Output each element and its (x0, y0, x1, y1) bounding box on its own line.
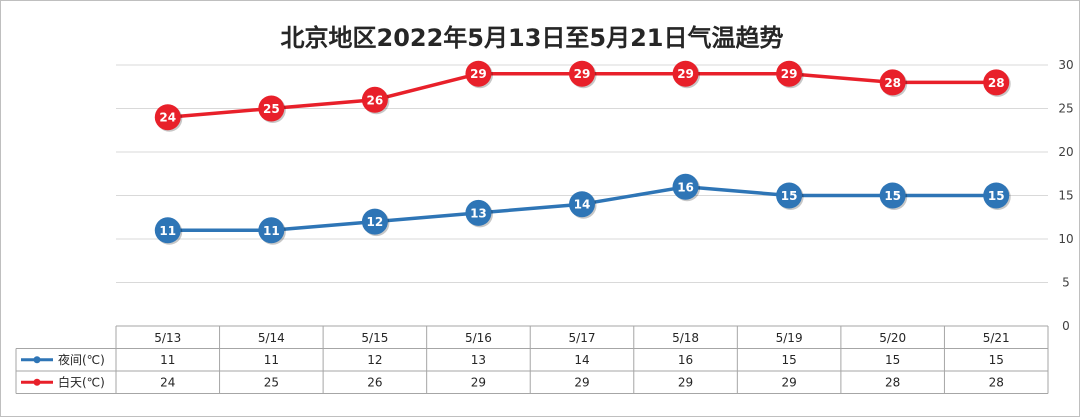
table-cell-value: 28 (989, 375, 1004, 389)
y-axis-ticks: 0 5 10 15 20 25 30 (1058, 58, 1073, 333)
data-label: 25 (263, 102, 280, 116)
legend-marker-key (33, 378, 41, 386)
data-label: 24 (159, 111, 176, 125)
table-cell-value: 15 (885, 353, 900, 367)
data-point (879, 182, 906, 209)
data-label: 28 (988, 76, 1005, 90)
x-tick-label: 5/20 (879, 331, 906, 345)
data-label: 26 (367, 93, 384, 107)
data-label: 28 (884, 76, 901, 90)
data-point (776, 182, 803, 209)
data-point (672, 60, 699, 87)
data-point (569, 60, 595, 87)
table-cell-value: 13 (471, 353, 486, 367)
data-point (569, 191, 595, 218)
legend-label: 白天(℃) (58, 374, 105, 389)
data-label: 15 (988, 189, 1005, 203)
data-point (258, 217, 285, 244)
table-cell-value: 29 (781, 375, 796, 389)
data-point (879, 69, 906, 96)
data-label: 15 (781, 189, 798, 203)
y-tick-label: 15 (1058, 189, 1073, 203)
data-point (465, 60, 492, 87)
table-cell-value: 25 (264, 375, 279, 389)
table-cell-value: 11 (264, 353, 279, 367)
legend-marker-key (33, 356, 41, 364)
x-tick-label: 5/18 (672, 331, 699, 345)
series-lines: 11 11 12 13 14 16 15 15 15 24 25 26 29 29 29 29 28 28 (154, 60, 1011, 245)
data-label: 12 (367, 215, 384, 229)
data-label: 14 (574, 198, 591, 212)
data-point (776, 60, 803, 87)
y-tick-label: 20 (1058, 145, 1073, 159)
table-cell-value: 15 (989, 353, 1004, 367)
x-tick-label: 5/19 (776, 331, 803, 345)
data-point (154, 104, 181, 131)
table-cell-value: 12 (367, 353, 382, 367)
data-label: 13 (470, 206, 487, 220)
legend-label: 夜间(℃) (58, 352, 105, 367)
data-point (361, 86, 388, 113)
data-label: 11 (263, 224, 280, 238)
data-label: 15 (884, 189, 901, 203)
gridlines (116, 64, 1048, 283)
table-cell-value: 24 (160, 375, 175, 389)
data-point (154, 217, 181, 244)
data-point (361, 208, 388, 235)
x-tick-label: 5/13 (154, 331, 181, 345)
table-cell-value: 26 (367, 375, 382, 389)
y-tick-label: 25 (1058, 102, 1073, 116)
y-tick-label: 5 (1062, 276, 1070, 290)
data-label: 29 (470, 67, 487, 81)
y-tick-label: 0 (1062, 319, 1070, 333)
x-tick-label: 5/17 (569, 331, 596, 345)
y-tick-label: 10 (1058, 232, 1073, 246)
data-point (465, 199, 492, 226)
x-tick-label: 5/14 (258, 331, 285, 345)
data-point (983, 182, 1010, 209)
x-tick-label: 5/15 (361, 331, 388, 345)
data-label: 29 (574, 67, 591, 81)
x-tick-label: 5/21 (983, 331, 1010, 345)
data-label: 29 (781, 67, 798, 81)
data-label: 16 (677, 180, 694, 194)
table-cell-value: 29 (574, 375, 589, 389)
data-label: 11 (159, 224, 176, 238)
y-tick-label: 30 (1058, 58, 1073, 72)
table-cell-value: 29 (471, 375, 486, 389)
table-cell-value: 14 (574, 353, 589, 367)
chart-title: 北京地区2022年5月13日至5月21日气温趋势 (281, 24, 784, 52)
data-label: 29 (677, 67, 694, 81)
data-point (672, 173, 699, 200)
table-cell-value: 28 (885, 375, 900, 389)
table-cell-value: 15 (781, 353, 796, 367)
table-cell-value: 16 (678, 353, 693, 367)
table-cell-value: 11 (160, 353, 175, 367)
data-table: 5/13 5/14 5/15 5/16 5/17 5/18 5/19 5/20 5/21 夜间(℃… (15, 325, 1049, 394)
data-point (258, 95, 285, 122)
x-tick-label: 5/16 (465, 331, 492, 345)
table-cell-value: 29 (678, 375, 693, 389)
data-point (983, 69, 1010, 96)
